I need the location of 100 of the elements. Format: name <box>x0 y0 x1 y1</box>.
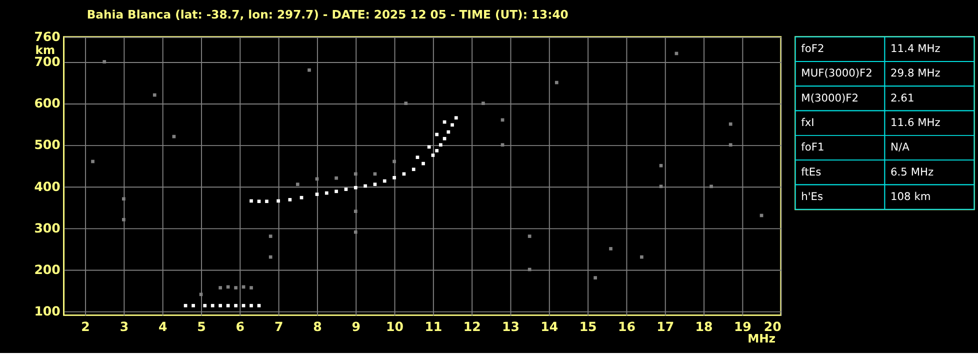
text: 2.61 <box>890 91 914 104</box>
text: 11.4 MHz <box>890 42 940 56</box>
point <box>324 191 328 195</box>
x-tick-label: 14 <box>540 319 558 334</box>
category-label: fxI <box>801 116 814 130</box>
point <box>382 179 386 183</box>
category-label: M(3000)F2 <box>801 91 859 104</box>
point <box>728 143 732 147</box>
x-tick-label: 20 <box>764 319 782 334</box>
point <box>199 292 203 296</box>
point <box>442 136 446 140</box>
y-tick-label: 700 <box>34 54 61 70</box>
text: 11.6 MHz <box>890 116 940 130</box>
point <box>482 102 485 105</box>
point <box>710 184 713 188</box>
category-label: ftEs <box>801 165 822 178</box>
x-tick-label: 7 <box>274 319 284 334</box>
chart-title: Bahia Blanca (lat: -38.7, lon: 297.7) - DATE: 2025 12 05 - TIME (UT): 13:40 <box>86 7 568 22</box>
point <box>334 190 338 194</box>
point <box>242 304 246 308</box>
point <box>257 304 261 308</box>
point <box>354 210 358 213</box>
point <box>435 132 438 136</box>
point <box>354 186 358 190</box>
point <box>234 304 238 308</box>
point <box>659 184 663 188</box>
point <box>257 200 261 204</box>
point <box>268 234 272 238</box>
point <box>431 154 435 157</box>
point <box>354 230 358 234</box>
point <box>203 304 207 308</box>
point <box>91 160 94 164</box>
x-axis-title: MHz <box>748 332 776 346</box>
point <box>250 304 253 308</box>
point <box>265 200 268 204</box>
point <box>450 123 454 127</box>
text: 29.8 MHz <box>890 66 940 80</box>
point <box>152 93 156 97</box>
point <box>344 188 348 191</box>
x-tick-label: 19 <box>734 319 752 334</box>
point <box>296 182 300 186</box>
point <box>122 218 126 222</box>
point <box>728 122 732 126</box>
point <box>184 304 188 308</box>
y-tick-label: 100 <box>34 303 61 318</box>
x-tick-label: 17 <box>656 319 674 334</box>
point <box>300 196 304 200</box>
y-tick-label: 300 <box>34 220 61 236</box>
x-tick-label: 13 <box>502 319 520 334</box>
y-axis-title: km <box>35 42 56 57</box>
y-tick-label: 760 <box>34 29 61 44</box>
y-tick-label: 600 <box>34 96 61 111</box>
point <box>276 199 280 203</box>
point <box>392 176 396 180</box>
point <box>412 168 416 172</box>
point <box>218 304 222 308</box>
point <box>288 198 292 202</box>
point <box>554 80 558 84</box>
point <box>102 60 106 64</box>
x-tick-label: 8 <box>313 319 322 334</box>
point <box>528 268 532 272</box>
point <box>454 116 458 120</box>
category-label: foF1 <box>801 140 824 154</box>
x-tick-label: 9 <box>352 319 360 334</box>
point <box>210 304 214 308</box>
x-tick-label: 2 <box>81 319 90 334</box>
x-tick-label: 11 <box>424 319 442 334</box>
x-tick-label: 3 <box>120 319 129 334</box>
point <box>640 255 644 259</box>
point <box>500 143 504 147</box>
point <box>373 182 377 186</box>
point <box>250 286 253 290</box>
point <box>609 247 612 250</box>
point <box>416 156 420 159</box>
category-label: h'Es <box>801 190 824 203</box>
point <box>435 149 438 152</box>
point <box>439 143 442 147</box>
category-label: foF2 <box>801 42 824 56</box>
x-tick-label: 6 <box>236 319 245 334</box>
point <box>392 160 396 164</box>
point <box>659 164 663 168</box>
x-tick-label: 15 <box>579 319 597 334</box>
x-tick-label: 18 <box>695 319 713 334</box>
point <box>334 176 338 180</box>
point <box>250 199 253 203</box>
point <box>308 68 311 72</box>
point <box>354 172 358 176</box>
y-tick-label: 400 <box>34 178 61 194</box>
x-tick-label: 16 <box>618 319 636 334</box>
point <box>315 192 319 196</box>
point <box>427 145 431 149</box>
point <box>422 162 425 166</box>
point <box>234 286 238 290</box>
point <box>192 304 195 308</box>
point <box>404 102 408 105</box>
text: N/A <box>890 140 910 154</box>
x-tick-label: 5 <box>197 319 206 334</box>
y-tick-label: 500 <box>34 137 61 152</box>
x-tick-label: 12 <box>463 319 481 334</box>
text: 108 km <box>890 190 931 203</box>
